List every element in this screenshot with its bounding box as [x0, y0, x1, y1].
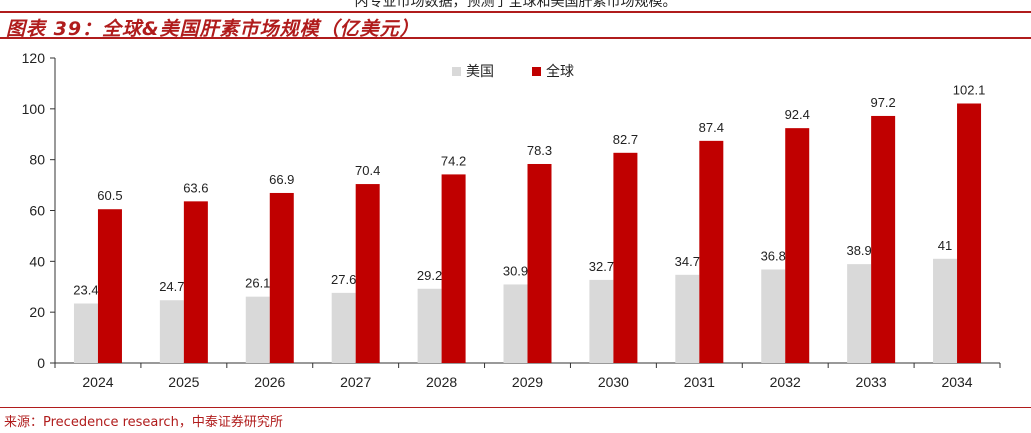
data-label-us: 30.9 — [503, 263, 528, 278]
y-tick-label: 60 — [29, 203, 45, 219]
data-label-us: 29.2 — [417, 268, 442, 283]
legend-swatch-global — [532, 67, 541, 76]
bar-global — [699, 140, 724, 363]
legend-label-global: 全球 — [546, 63, 574, 80]
data-label-global: 63.6 — [183, 180, 208, 195]
bar-us — [245, 296, 270, 363]
data-label-us: 34.7 — [675, 254, 700, 269]
bar-us — [417, 288, 442, 363]
clipped-top-text-content: 内专业市场数据，预测了全球和美国肝素市场规模。 — [354, 0, 677, 10]
x-axis: 2024 2025 2026 2027 2028 2029 2030 2031 2032 2033… — [54, 362, 1001, 390]
data-label-global: 102.1 — [953, 82, 986, 97]
data-label-global: 70.4 — [355, 163, 380, 178]
legend-label-us: 美国 — [466, 64, 494, 80]
bar-us — [847, 264, 872, 363]
data-label-global: 78.3 — [527, 143, 552, 158]
data-label-us: 26.1 — [245, 276, 270, 291]
bar-us — [159, 300, 184, 363]
x-tick-label: 2030 — [598, 374, 629, 390]
data-label-us: 23.4 — [73, 283, 98, 298]
data-label-global: 60.5 — [97, 188, 122, 203]
x-tick-label: 2032 — [770, 374, 801, 390]
legend: 美国 全球 — [452, 63, 574, 80]
x-tick-label: 2025 — [168, 374, 199, 390]
title-bar: 图表 39：全球&美国肝素市场规模（亿美元） — [0, 11, 1031, 40]
data-label-global: 82.7 — [613, 132, 638, 147]
bar-global — [527, 163, 552, 363]
data-label-global: 74.2 — [441, 153, 466, 168]
y-tick-label: 0 — [37, 355, 45, 371]
x-tick-label: 2028 — [426, 374, 457, 390]
bar-global — [785, 128, 810, 363]
bar-chart: 0 20 40 60 80 100 120 2024 2025 2026 2027 2028 2029… — [22, 50, 1001, 390]
x-tick-label: 2033 — [856, 374, 887, 390]
bar-global — [355, 184, 380, 363]
bar-global — [871, 115, 896, 363]
x-tick-label: 2034 — [941, 374, 972, 390]
x-tick-label: 2031 — [684, 374, 715, 390]
data-label-us: 38.9 — [846, 243, 871, 258]
bar-global — [97, 209, 122, 363]
bar-global — [441, 174, 466, 363]
data-label-us: 32.7 — [589, 259, 614, 274]
y-tick-label: 120 — [22, 50, 46, 66]
bar-global — [183, 201, 208, 363]
source-bar: 来源：Precedence research，中泰证券研究所 — [0, 407, 1031, 433]
bar-us — [503, 284, 528, 363]
y-tick-label: 80 — [29, 152, 45, 168]
data-label-global: 66.9 — [269, 172, 294, 187]
bars — [73, 103, 982, 363]
source-note: 来源：Precedence research，中泰证券研究所 — [4, 415, 283, 430]
y-tick-label: 20 — [29, 304, 45, 320]
data-label-global: 92.4 — [785, 107, 810, 122]
clipped-top-text: 内专业市场数据，预测了全球和美国肝素市场规模。 — [0, 0, 1031, 10]
bar-global — [613, 152, 638, 363]
data-label-global: 87.4 — [699, 120, 724, 135]
bar-us — [675, 274, 700, 363]
chart-title: 图表 39：全球&美国肝素市场规模（亿美元） — [6, 18, 420, 40]
data-label-us: 24.7 — [159, 279, 184, 294]
data-labels: 23.4 60.5 24.7 63.6 26.1 66.9 27.6 70.4 29.2 74.2… — [73, 82, 985, 297]
bar-global — [269, 192, 294, 363]
legend-swatch-us — [452, 67, 461, 76]
data-label-us: 27.6 — [331, 272, 356, 287]
data-label-us: 36.8 — [761, 248, 786, 263]
bar-global — [957, 103, 982, 363]
y-axis: 0 20 40 60 80 100 120 — [22, 50, 56, 371]
bar-us — [589, 279, 614, 363]
bar-us — [933, 258, 958, 363]
y-tick-label: 100 — [22, 101, 46, 117]
x-tick-label: 2024 — [82, 374, 113, 390]
data-label-us: 41 — [938, 238, 952, 253]
x-tick-label: 2027 — [340, 374, 371, 390]
y-tick-label: 40 — [29, 253, 45, 269]
x-tick-label: 2029 — [512, 374, 543, 390]
bar-us — [73, 303, 98, 363]
data-label-global: 97.2 — [870, 95, 895, 110]
bar-us — [331, 292, 356, 363]
x-tick-label: 2026 — [254, 374, 285, 390]
bar-us — [761, 269, 786, 363]
